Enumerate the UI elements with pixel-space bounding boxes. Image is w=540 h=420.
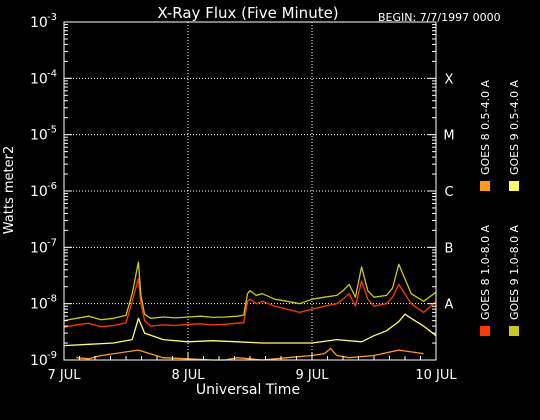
y-tick-label: 10 -4 bbox=[30, 68, 57, 87]
x-tick-label: 8 JUL bbox=[172, 368, 206, 383]
svg-text:-6: -6 bbox=[47, 181, 57, 192]
grid-lines bbox=[64, 22, 436, 360]
svg-text:-7: -7 bbox=[47, 237, 57, 248]
legend-item: GOES 9 1.0-8.0 A bbox=[508, 224, 521, 336]
legend-swatch bbox=[509, 326, 519, 336]
svg-text:-9: -9 bbox=[47, 350, 57, 361]
series-line-1 bbox=[63, 277, 437, 328]
legend-swatch bbox=[480, 326, 490, 336]
y-tick-label: 10 -3 bbox=[30, 12, 57, 31]
series-layer bbox=[63, 261, 437, 361]
legend-item: GOES 8 0.5-4.0 A bbox=[479, 79, 492, 191]
svg-text:-5: -5 bbox=[47, 125, 57, 136]
svg-text:10: 10 bbox=[30, 353, 48, 369]
y-tick-label: 10 -9 bbox=[30, 350, 57, 369]
begin-label: BEGIN: 7/7/1997 0000 bbox=[378, 11, 501, 24]
svg-text:10: 10 bbox=[30, 15, 48, 31]
svg-text:10: 10 bbox=[30, 184, 48, 200]
series-line-4 bbox=[63, 261, 437, 322]
svg-text:GOES 8 0.5-4.0 A: GOES 8 0.5-4.0 A bbox=[479, 79, 492, 175]
legend-swatch bbox=[480, 181, 490, 191]
flare-class-label: C bbox=[444, 185, 453, 200]
flare-class-label: A bbox=[445, 298, 454, 313]
svg-text:10: 10 bbox=[30, 240, 48, 256]
svg-text:10: 10 bbox=[30, 71, 48, 87]
svg-text:10: 10 bbox=[30, 297, 48, 313]
svg-text:-3: -3 bbox=[47, 12, 57, 23]
svg-text:-4: -4 bbox=[47, 68, 57, 79]
svg-text:-8: -8 bbox=[47, 294, 57, 305]
y-axis-label: Watts meter2 bbox=[2, 146, 17, 234]
legend: GOES 8 0.5-4.0 A GOES 8 1.0-8.0 A GOES 9 0… bbox=[479, 79, 521, 336]
y-tick-label: 10 -7 bbox=[30, 237, 57, 256]
x-tick-label: 7 JUL bbox=[48, 368, 82, 383]
x-axis-label: Universal Time bbox=[196, 382, 300, 398]
svg-text:GOES 9 0.5-4.0 A: GOES 9 0.5-4.0 A bbox=[508, 79, 521, 175]
y-tick-label: 10 -6 bbox=[30, 181, 57, 200]
flare-class-label: B bbox=[445, 241, 454, 256]
legend-swatch bbox=[509, 181, 519, 191]
legend-item: GOES 9 0.5-4.0 A bbox=[508, 79, 521, 191]
svg-text:GOES 8 1.0-8.0 A: GOES 8 1.0-8.0 A bbox=[479, 224, 492, 320]
legend-item: GOES 8 1.0-8.0 A bbox=[479, 224, 492, 336]
x-tick-label: 10 JUL bbox=[415, 368, 457, 383]
axes: 10 -910 -810 -710 -610 -510 -410 -37 JUL 8 JUL 9 … bbox=[30, 12, 457, 383]
svg-text:10: 10 bbox=[30, 128, 48, 144]
svg-text:GOES 9 1.0-8.0 A: GOES 9 1.0-8.0 A bbox=[508, 224, 521, 320]
flare-class-label: M bbox=[443, 129, 454, 144]
y-tick-label: 10 -5 bbox=[30, 125, 57, 144]
y-tick-label: 10 -8 bbox=[30, 294, 57, 313]
chart-title: X-Ray Flux (Five Minute) bbox=[157, 4, 338, 22]
series-line-3 bbox=[63, 313, 437, 347]
flare-class-label: X bbox=[445, 72, 454, 87]
x-tick-label: 9 JUL bbox=[296, 368, 330, 383]
